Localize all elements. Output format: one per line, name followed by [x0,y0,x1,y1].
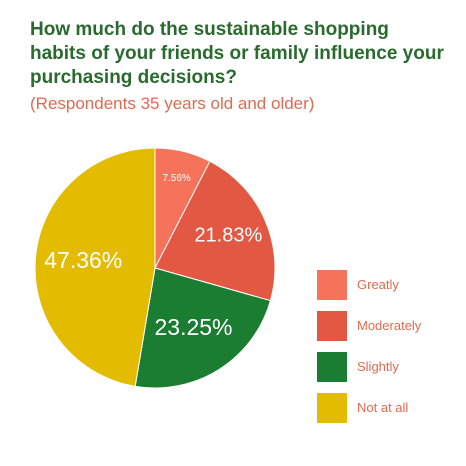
legend-swatch-slightly [317,351,347,382]
legend-label-slightly: Slightly [357,359,399,374]
chart-title: How much do the sustainable shopping hab… [30,19,444,88]
legend-item-not-at-all: Not at all [317,387,421,428]
pie-slice-slightly [134,267,272,389]
data-label-moderately: 21.83% [194,224,262,246]
legend-swatch-not-at-all [317,392,347,423]
legend-swatch-greatly [317,269,347,300]
legend-swatch-moderately [317,310,347,341]
data-label-greatly: 7.56% [162,173,190,184]
legend-item-greatly: Greatly [317,264,421,305]
data-label-slightly: 23.25% [155,314,233,340]
legend-item-moderately: Moderately [317,305,421,346]
legend-label-greatly: Greatly [357,277,399,292]
legend-item-slightly: Slightly [317,346,421,387]
chart-subtitle: (Respondents 35 years old and older) [30,94,315,113]
legend-label-not-at-all: Not at all [357,400,409,415]
pie-slice-moderately [154,160,276,302]
legend-label-moderately: Moderately [357,318,422,333]
legend: Greatly Moderately Slightly Not at all [317,264,421,428]
pie-slice-not-at-all [34,147,156,387]
data-label-not-at-all: 47.36% [44,247,122,273]
